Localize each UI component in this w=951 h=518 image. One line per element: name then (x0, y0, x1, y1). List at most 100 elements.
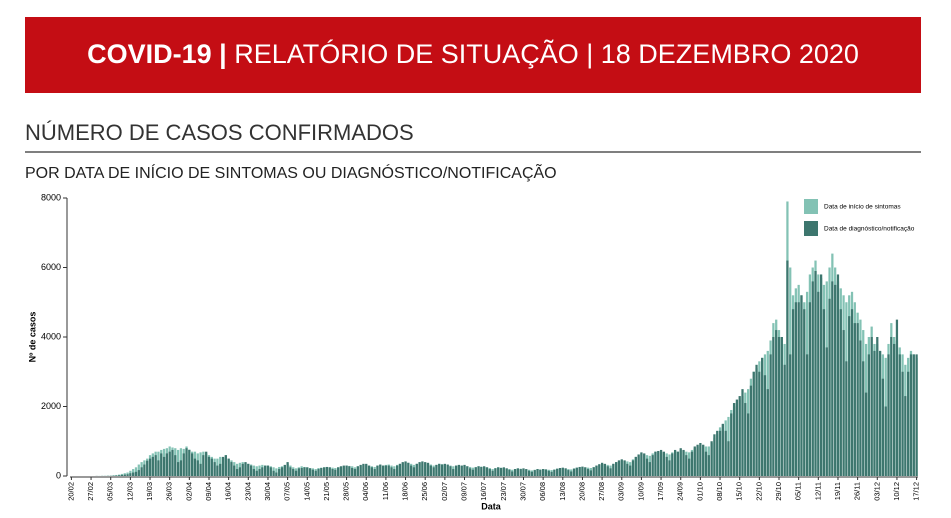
bar (522, 468, 525, 476)
bar (376, 465, 379, 476)
bar (418, 462, 421, 476)
bar (856, 323, 859, 476)
bar (115, 474, 118, 476)
bar (112, 475, 115, 476)
bar (348, 466, 351, 476)
header-title-bold: COVID-19 | (87, 39, 227, 69)
legend-label: Data de diagnóstico/notificação (824, 226, 915, 233)
x-tick-label: 11/06 (381, 482, 390, 500)
bar (564, 468, 567, 476)
bar (306, 467, 309, 476)
bar (171, 449, 174, 476)
x-tick-label: 29/10 (774, 482, 783, 501)
bar (620, 459, 623, 476)
bar (640, 452, 643, 476)
bar (710, 441, 713, 476)
bar (233, 465, 236, 476)
bar (322, 467, 326, 476)
bar (898, 354, 901, 476)
bar (151, 456, 154, 476)
x-tick-label: 22/10 (754, 482, 763, 501)
x-tick-label: 05/03 (106, 482, 115, 501)
bar (255, 470, 258, 476)
x-tick-label: 05/11 (794, 482, 803, 500)
bar (859, 340, 862, 476)
bar (817, 291, 820, 476)
bar (426, 462, 430, 476)
bar (126, 474, 129, 476)
bar (651, 455, 654, 476)
bar (834, 284, 837, 476)
bar (359, 464, 362, 476)
bar (775, 330, 778, 476)
bar (269, 467, 272, 476)
bar (499, 468, 503, 476)
bar (485, 467, 489, 476)
bar (303, 467, 306, 476)
x-tick-label: 08/10 (715, 482, 724, 501)
x-tick-label: 25/06 (420, 482, 429, 501)
bar (339, 466, 343, 476)
bar (247, 463, 250, 476)
bar (398, 463, 402, 476)
bar (631, 460, 635, 476)
bar (207, 456, 211, 476)
bar (134, 467, 138, 476)
bar (519, 469, 522, 476)
bar (292, 469, 295, 476)
bar (415, 463, 418, 476)
bar (570, 471, 573, 476)
bar (432, 467, 435, 476)
bar (421, 461, 424, 476)
bar (912, 354, 915, 476)
bar (707, 455, 710, 476)
legend-label: Data de início de sintomas (824, 204, 901, 211)
bar (783, 364, 786, 476)
bar (513, 469, 517, 476)
bar (199, 463, 202, 476)
x-tick-label: 12/11 (813, 482, 822, 500)
bar (780, 337, 783, 476)
bar (907, 371, 910, 476)
bar (216, 465, 219, 476)
bar (696, 444, 699, 476)
bar (241, 463, 244, 476)
y-tick-label: 0 (56, 470, 61, 480)
x-tick-label: 20/02 (66, 482, 75, 501)
bar (752, 371, 755, 476)
x-tick-label: 03/09 (617, 482, 626, 501)
chart-title: NÚMERO DE CASOS CONFIRMADOS (25, 120, 414, 145)
bar (615, 462, 618, 476)
bar (699, 442, 702, 476)
bar (179, 460, 183, 476)
bar (581, 466, 584, 476)
bar (188, 449, 191, 476)
bar (603, 463, 607, 476)
bar (718, 430, 722, 476)
x-tick-label: 03/12 (872, 482, 881, 501)
bar (556, 468, 559, 476)
bar (516, 468, 519, 476)
bar (230, 462, 233, 476)
x-tick-label: 09/04 (204, 482, 213, 501)
bar (553, 469, 556, 476)
x-tick-label: 02/07 (440, 482, 449, 501)
bar (317, 469, 320, 476)
bar (185, 448, 188, 476)
bar (730, 413, 733, 476)
bar (235, 469, 239, 476)
bar (721, 423, 724, 476)
bar (351, 468, 354, 476)
bar (794, 302, 797, 476)
bar (424, 462, 427, 476)
header-title: COVID-19 | RELATÓRIO DE SITUAÇÃO | 18 DE… (87, 38, 859, 69)
x-tick-label: 27/02 (86, 482, 95, 501)
bar (165, 453, 168, 476)
bar (308, 468, 312, 476)
bar (668, 460, 671, 476)
x-tick-label: 27/08 (597, 482, 606, 501)
bar (676, 451, 680, 476)
bar (820, 274, 823, 476)
bar (191, 453, 194, 476)
